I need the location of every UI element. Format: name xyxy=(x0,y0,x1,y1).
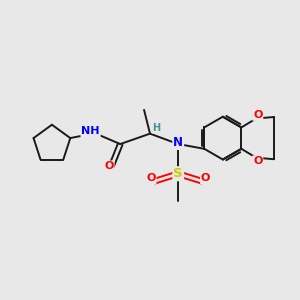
Text: O: O xyxy=(104,161,114,171)
Text: H: H xyxy=(152,123,160,133)
Text: NH: NH xyxy=(81,126,100,136)
Text: O: O xyxy=(201,173,210,183)
Text: N: N xyxy=(173,136,183,149)
Text: O: O xyxy=(146,173,156,183)
Text: O: O xyxy=(253,156,262,166)
Text: O: O xyxy=(253,110,262,120)
Text: S: S xyxy=(173,167,183,180)
